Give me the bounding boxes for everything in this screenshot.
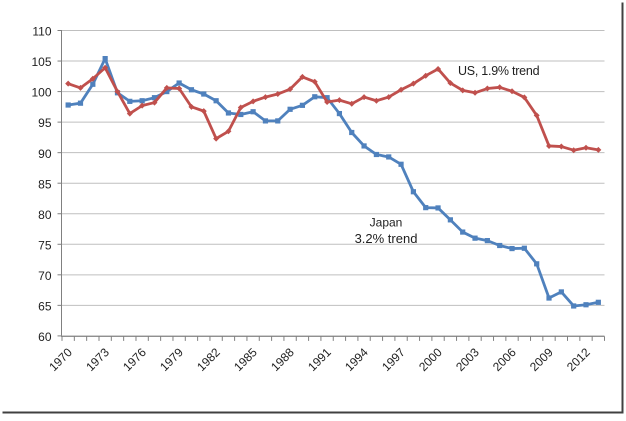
- svg-text:110: 110: [32, 25, 51, 39]
- svg-text:65: 65: [38, 300, 52, 314]
- svg-text:100: 100: [31, 86, 51, 100]
- svg-text:80: 80: [38, 208, 52, 222]
- svg-text:Japan: Japan: [370, 216, 403, 230]
- svg-text:75: 75: [38, 238, 52, 252]
- svg-text:70: 70: [38, 269, 52, 283]
- svg-text:90: 90: [38, 147, 52, 161]
- svg-text:85: 85: [38, 177, 52, 191]
- svg-text:95: 95: [38, 116, 52, 130]
- svg-text:60: 60: [38, 330, 52, 344]
- svg-text:3.2% trend: 3.2% trend: [355, 231, 418, 246]
- svg-text:US, 1.9% trend: US, 1.9% trend: [458, 64, 540, 78]
- svg-text:105: 105: [31, 55, 51, 69]
